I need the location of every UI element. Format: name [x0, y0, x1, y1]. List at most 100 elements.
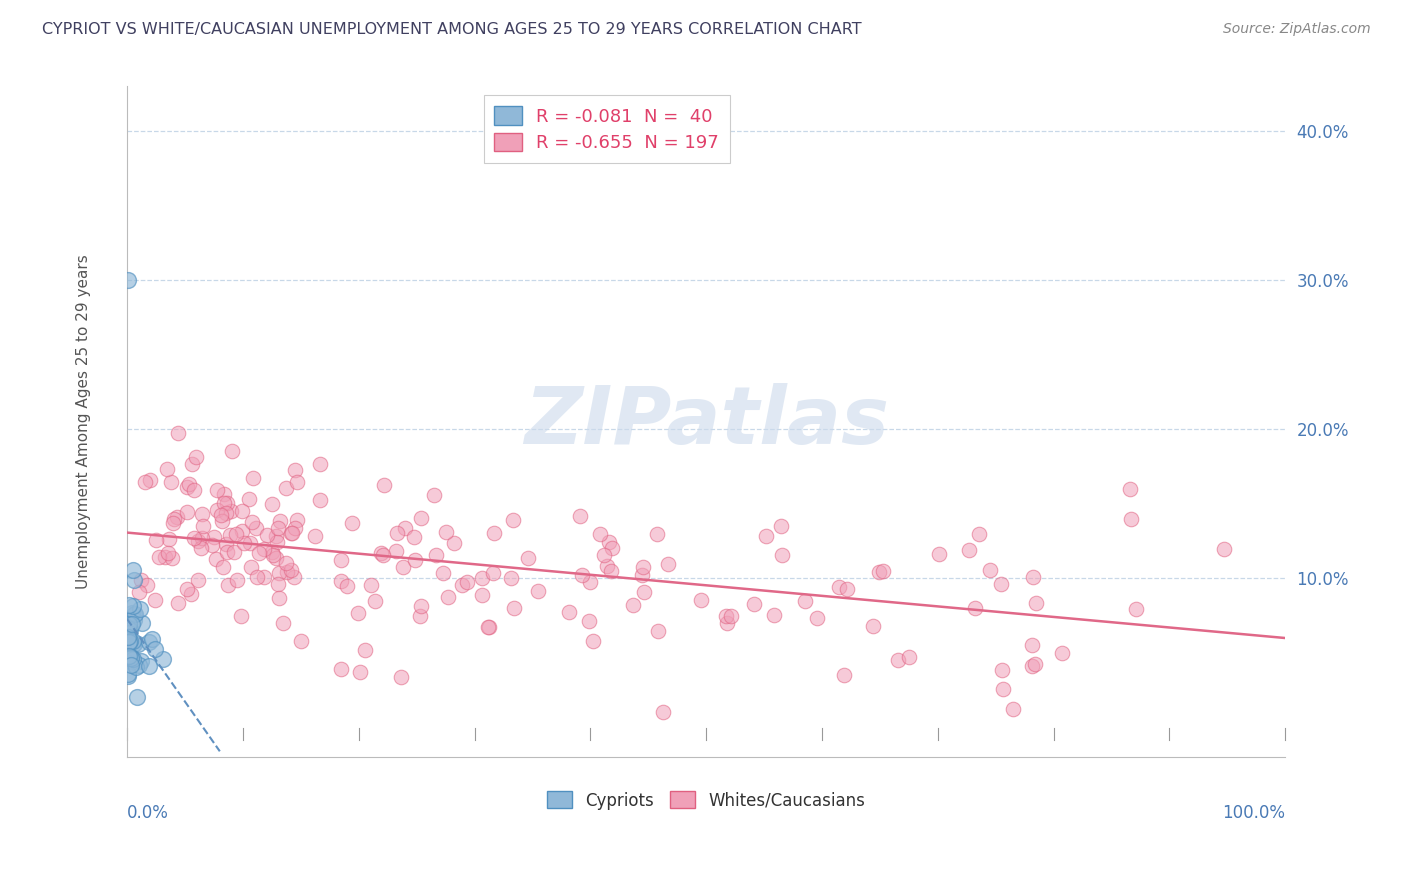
Point	[690, 592, 713, 607]
Point	[231, 524, 253, 538]
Point	[163, 512, 186, 526]
Point	[443, 535, 465, 549]
Point	[716, 615, 738, 630]
Point	[887, 653, 910, 667]
Point	[267, 521, 290, 535]
Point	[437, 591, 460, 605]
Point	[647, 624, 669, 639]
Point	[1213, 541, 1236, 556]
Point	[121, 617, 143, 632]
Point	[215, 506, 238, 520]
Point	[117, 273, 139, 287]
Point	[276, 481, 298, 495]
Point	[633, 585, 655, 599]
Point	[432, 566, 454, 581]
Point	[770, 548, 793, 562]
Point	[229, 609, 252, 624]
Point	[593, 549, 616, 563]
Point	[118, 648, 141, 663]
Point	[283, 569, 305, 583]
Point	[402, 530, 425, 544]
Point	[595, 559, 617, 574]
Point	[1021, 638, 1043, 652]
Point	[516, 551, 538, 566]
Point	[499, 571, 522, 585]
Point	[138, 659, 160, 673]
Point	[482, 566, 505, 581]
Point	[214, 486, 236, 500]
Point	[120, 623, 142, 637]
Point	[631, 567, 654, 582]
Point	[240, 559, 263, 574]
Point	[240, 515, 263, 529]
Point	[1025, 596, 1047, 610]
Point	[191, 531, 214, 545]
Point	[276, 556, 298, 570]
Point	[117, 669, 139, 683]
Point	[238, 492, 260, 507]
Point	[600, 541, 623, 555]
Point	[621, 599, 644, 613]
Point	[720, 608, 742, 623]
Point	[425, 548, 447, 562]
Point	[1021, 570, 1043, 584]
Point	[1119, 482, 1142, 496]
Point	[652, 706, 675, 720]
Point	[633, 559, 655, 574]
Point	[806, 611, 828, 625]
Point	[1119, 512, 1142, 526]
Point	[304, 529, 326, 543]
Point	[166, 509, 188, 524]
Point	[201, 538, 224, 552]
Point	[145, 533, 167, 547]
Text: 0.0%: 0.0%	[127, 805, 169, 822]
Point	[1125, 602, 1147, 616]
Point	[285, 513, 308, 527]
Point	[225, 527, 247, 541]
Point	[134, 475, 156, 490]
Point	[260, 497, 283, 511]
Point	[219, 528, 242, 542]
Point	[872, 564, 894, 578]
Point	[184, 450, 207, 465]
Point	[755, 528, 778, 542]
Point	[152, 652, 174, 666]
Point	[246, 570, 269, 584]
Point	[582, 633, 605, 648]
Point	[862, 618, 884, 632]
Point	[122, 573, 145, 587]
Point	[205, 483, 228, 497]
Point	[162, 551, 184, 566]
Point	[219, 504, 242, 518]
Point	[266, 535, 288, 549]
Point	[143, 642, 166, 657]
Point	[139, 474, 162, 488]
Point	[211, 560, 233, 574]
Point	[193, 519, 215, 533]
Text: ZIPatlas: ZIPatlas	[523, 383, 889, 461]
Point	[183, 483, 205, 497]
Point	[336, 579, 359, 593]
Point	[122, 599, 145, 613]
Point	[657, 557, 679, 571]
Point	[176, 480, 198, 494]
Point	[898, 650, 921, 665]
Point	[769, 519, 792, 533]
Point	[252, 541, 274, 556]
Point	[569, 509, 592, 524]
Point	[364, 594, 387, 608]
Point	[283, 463, 305, 477]
Point	[827, 580, 849, 594]
Text: 100.0%: 100.0%	[1222, 805, 1285, 822]
Point	[993, 681, 1015, 696]
Point	[484, 526, 506, 541]
Point	[122, 652, 145, 666]
Point	[330, 662, 353, 676]
Point	[167, 426, 190, 441]
Point	[285, 475, 308, 490]
Point	[222, 545, 245, 559]
Point	[269, 514, 291, 528]
Point	[122, 613, 145, 627]
Point	[267, 577, 290, 591]
Point	[571, 568, 593, 582]
